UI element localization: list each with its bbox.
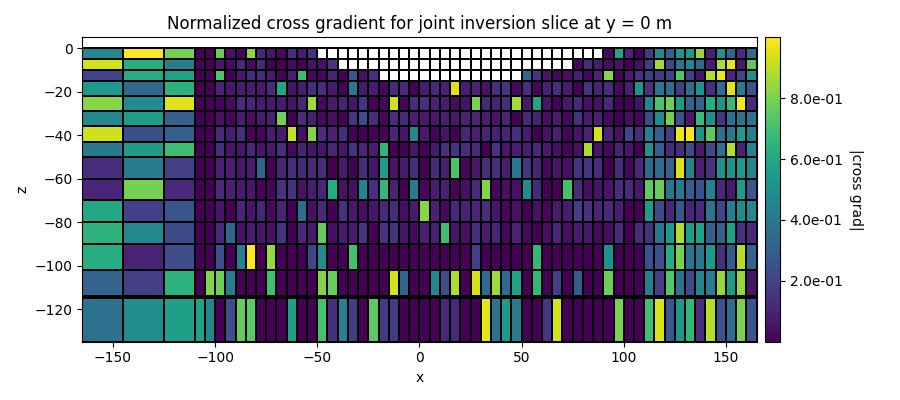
Y-axis label: z: z: [15, 186, 29, 193]
Title: Normalized cross gradient for joint inversion slice at y = 0 m: Normalized cross gradient for joint inve…: [166, 15, 672, 33]
Y-axis label: |cross grad|: |cross grad|: [849, 149, 863, 230]
X-axis label: x: x: [415, 371, 424, 385]
